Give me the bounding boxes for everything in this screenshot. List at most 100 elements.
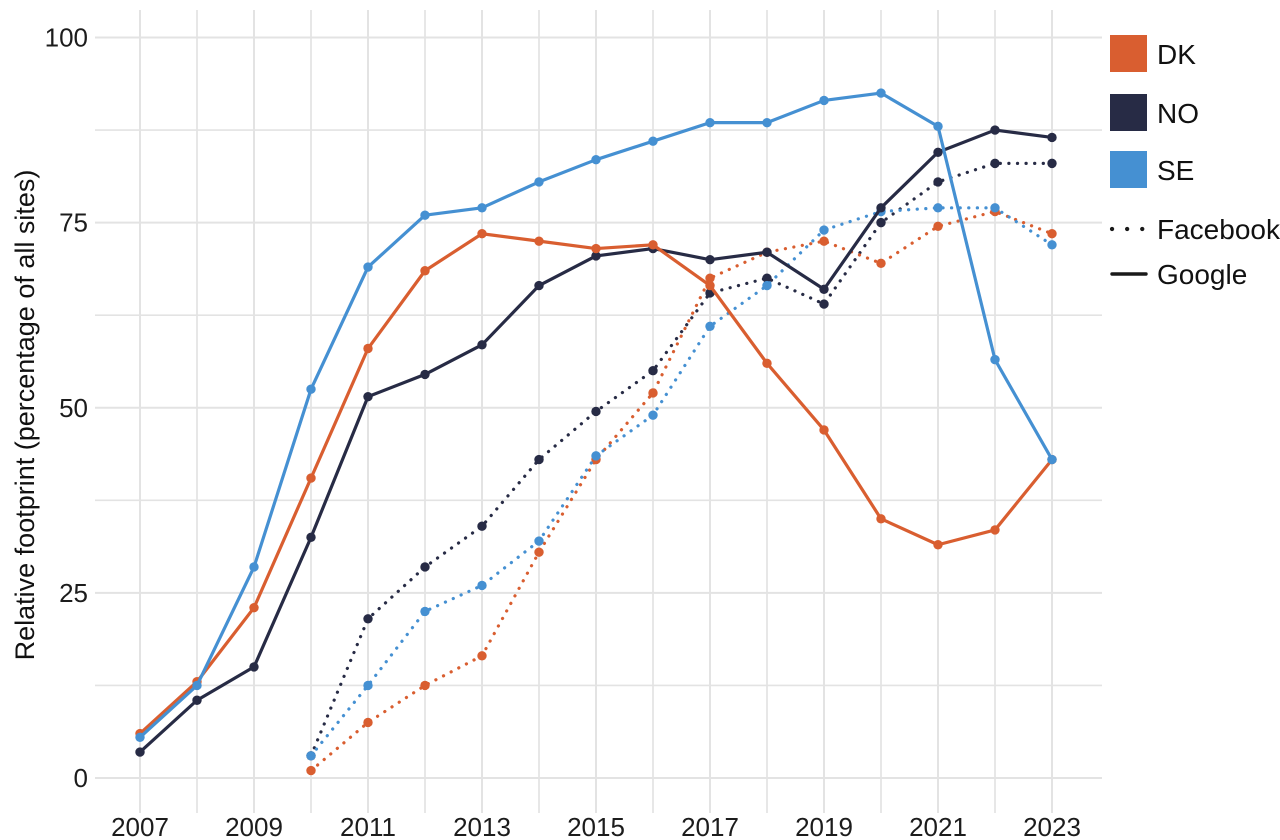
data-point-facebook-dk <box>876 258 886 269</box>
data-point-google-se <box>933 121 943 132</box>
data-point-google-se <box>135 732 145 742</box>
data-point-facebook-se <box>420 606 430 617</box>
legend-label-facebook: Facebook <box>1157 214 1280 245</box>
data-point-facebook-se <box>933 203 943 213</box>
data-point-facebook-no <box>534 454 544 465</box>
data-point-facebook-se <box>363 680 373 691</box>
data-point-facebook-dk <box>420 680 430 691</box>
data-point-facebook-se <box>705 321 715 331</box>
y-tick-label: 0 <box>74 763 88 793</box>
data-point-google-no <box>762 247 772 257</box>
data-point-google-se <box>420 210 430 220</box>
series-line-facebook-dk <box>309 209 1054 773</box>
data-point-google-se <box>990 354 1000 365</box>
x-tick-label: 2019 <box>795 812 853 840</box>
data-point-facebook-no <box>420 562 430 572</box>
data-point-facebook-no <box>591 406 601 417</box>
x-tick-label: 2017 <box>681 812 739 840</box>
data-point-google-no <box>876 203 886 213</box>
data-point-facebook-no <box>762 273 772 283</box>
data-point-google-se <box>477 203 487 213</box>
data-point-facebook-dk <box>534 547 544 557</box>
data-point-google-dk <box>990 525 1000 535</box>
data-point-google-se <box>705 117 715 128</box>
data-point-google-dk <box>648 240 658 250</box>
data-point-google-se <box>1047 454 1057 465</box>
data-point-facebook-se <box>306 751 316 761</box>
data-point-facebook-no <box>363 614 373 624</box>
data-point-facebook-se <box>648 410 658 420</box>
data-point-google-no <box>819 284 829 294</box>
data-point-facebook-dk <box>1047 229 1057 239</box>
y-tick-label: 25 <box>59 578 88 608</box>
data-point-facebook-dk <box>705 273 715 283</box>
data-point-google-se <box>363 262 373 272</box>
x-tick-label: 2023 <box>1023 812 1081 840</box>
y-tick-label: 100 <box>45 23 88 53</box>
data-point-google-no <box>591 251 601 261</box>
x-tick-label: 2021 <box>909 812 967 840</box>
x-tick-label: 2013 <box>453 812 511 840</box>
data-point-google-no <box>249 662 259 672</box>
data-point-google-no <box>306 532 316 543</box>
legend-swatch-no <box>1110 94 1147 131</box>
data-point-facebook-no <box>477 521 487 531</box>
data-point-facebook-no <box>1047 158 1057 169</box>
x-tick-label: 2011 <box>340 812 396 840</box>
data-point-google-dk <box>591 243 601 254</box>
data-point-google-se <box>819 95 829 106</box>
data-point-google-no <box>705 254 715 265</box>
data-point-facebook-se <box>762 280 772 291</box>
series-lines <box>135 88 1057 776</box>
data-point-facebook-no <box>990 158 1000 169</box>
legend-label-google: Google <box>1157 259 1247 290</box>
data-point-facebook-dk <box>819 236 829 246</box>
legend: DK NO SE Facebook Google <box>1109 35 1280 290</box>
data-point-google-no <box>990 125 1000 135</box>
data-point-google-dk <box>477 229 487 239</box>
legend-swatch-dk <box>1110 35 1147 72</box>
data-point-facebook-no <box>819 299 829 309</box>
y-tick-label: 75 <box>59 208 88 238</box>
data-point-facebook-se <box>591 451 601 461</box>
data-point-facebook-no <box>876 217 886 228</box>
data-point-google-se <box>306 384 316 394</box>
data-point-facebook-no <box>648 366 658 376</box>
data-point-google-dk <box>876 514 886 524</box>
data-point-google-no <box>363 391 373 402</box>
data-point-google-dk <box>762 358 772 369</box>
legend-label-se: SE <box>1157 155 1194 186</box>
data-point-google-no <box>192 695 202 705</box>
x-tick-label: 2007 <box>111 812 169 840</box>
series-line-facebook-no <box>309 161 1054 758</box>
data-point-facebook-se <box>1047 240 1057 250</box>
data-point-google-no <box>933 147 943 157</box>
data-point-google-dk <box>306 473 316 483</box>
y-axis-title: Relative footprint (percentage of all si… <box>10 170 40 661</box>
data-point-facebook-no <box>933 177 943 187</box>
x-tick-label: 2009 <box>225 812 283 840</box>
legend-label-dk: DK <box>1157 39 1196 70</box>
data-point-google-dk <box>534 236 544 246</box>
data-point-google-se <box>591 154 601 165</box>
data-point-facebook-dk <box>933 221 943 232</box>
data-point-facebook-dk <box>363 717 373 728</box>
data-point-facebook-dk <box>306 765 316 776</box>
data-point-google-se <box>762 117 772 128</box>
legend-label-no: NO <box>1157 98 1199 129</box>
data-point-facebook-se <box>819 225 829 235</box>
data-point-google-dk <box>363 343 373 354</box>
data-point-google-dk <box>249 602 259 613</box>
data-point-facebook-se <box>477 580 487 591</box>
data-point-google-dk <box>420 266 430 276</box>
data-point-google-no <box>135 747 145 757</box>
data-point-google-dk <box>819 425 829 435</box>
data-point-google-se <box>192 680 202 691</box>
axis-tick-labels: 0 25 50 75 100 2007 2009 2011 2013 2015 2017 2019 20… <box>45 23 1081 840</box>
data-point-google-dk <box>705 280 715 291</box>
data-point-google-dk <box>933 540 943 550</box>
data-point-facebook-se <box>990 203 1000 213</box>
data-point-google-no <box>420 369 430 380</box>
data-point-google-no <box>1047 132 1057 143</box>
